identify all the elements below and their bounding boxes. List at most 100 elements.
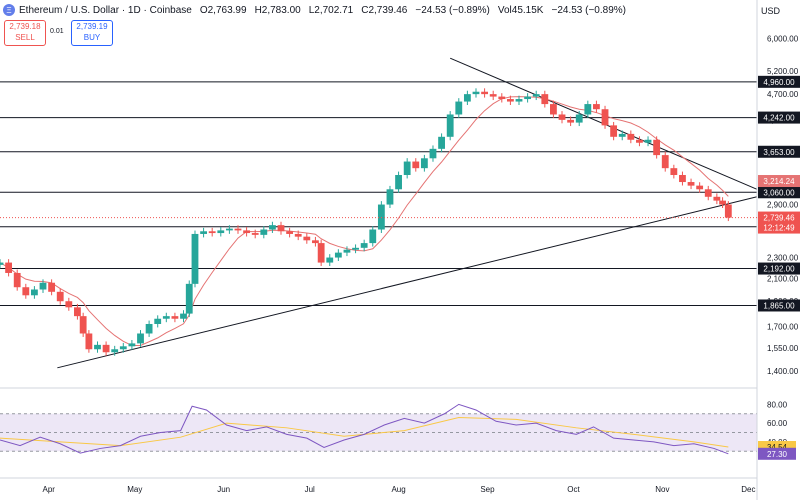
candle-body — [644, 139, 652, 143]
candle-body — [128, 343, 136, 347]
level-label-bg — [758, 186, 800, 199]
candle-body — [386, 189, 394, 205]
time-tick-label: Nov — [655, 485, 669, 494]
sell-label: SELL — [15, 33, 35, 42]
candle-body — [162, 316, 170, 319]
candle-body — [541, 94, 549, 105]
candle-body — [515, 99, 523, 102]
level-label-bg — [758, 111, 800, 124]
candle-body — [154, 318, 162, 324]
candle-body — [145, 323, 153, 334]
candle-body — [294, 233, 302, 237]
candle-body — [713, 196, 721, 201]
candle-body — [74, 307, 81, 317]
rsi-pane — [0, 403, 757, 455]
candle-body — [610, 125, 618, 137]
candle-body — [260, 229, 268, 235]
level-label-bg — [758, 145, 800, 158]
time-tick-label: Sep — [480, 485, 495, 494]
candle-body — [277, 225, 285, 232]
moving-average — [0, 96, 729, 346]
candle-body — [403, 161, 411, 175]
candle-body — [312, 240, 319, 244]
ohlc-close: C2,739.46 — [361, 4, 408, 16]
price-tick-label: 1,550.00 — [767, 344, 799, 353]
time-tick-label: Aug — [391, 485, 405, 494]
price-tick-label: 6,000.00 — [767, 34, 799, 43]
candle-body — [343, 249, 351, 253]
candle-body — [618, 133, 626, 137]
candle-body — [251, 233, 259, 235]
ohlc-high: H2,783.00 — [254, 4, 301, 16]
horizontal-levels — [0, 81, 757, 306]
candle-body — [412, 161, 420, 169]
level-label-bg — [758, 75, 800, 88]
candle-body — [636, 139, 643, 143]
candle-body — [550, 104, 557, 115]
last-price-bg — [758, 211, 800, 234]
candle-body — [234, 228, 242, 231]
candle-body — [481, 91, 489, 95]
level-label: 4,960.00 — [763, 78, 795, 87]
candle-body — [119, 346, 127, 350]
candle-body — [137, 333, 144, 344]
level-label: 3,653.00 — [763, 148, 795, 157]
candle-body — [171, 316, 179, 319]
candle-body — [369, 229, 377, 244]
trendline-ascending — [57, 196, 758, 369]
candle-body — [268, 225, 276, 230]
level-label-bg — [758, 299, 800, 312]
candle-body — [719, 200, 726, 205]
candle-body — [558, 114, 566, 120]
candle-body — [48, 282, 56, 292]
candle-body — [85, 333, 93, 350]
trendlines — [57, 57, 758, 369]
candle-body — [326, 257, 334, 263]
last-price-label: 2,739.46 — [763, 214, 795, 223]
candle-body — [506, 99, 514, 102]
candle-body — [463, 94, 471, 102]
candle-body — [185, 283, 193, 314]
candle-body — [670, 168, 678, 175]
time-tick-label: Dec — [741, 485, 755, 494]
price-tick-label: 2,900.00 — [767, 201, 799, 210]
candle-body — [191, 233, 199, 284]
price-tick-label: 1,400.00 — [767, 367, 799, 376]
candle-body — [420, 158, 428, 169]
time-tick-label: Apr — [43, 485, 56, 494]
candle-body — [429, 148, 437, 159]
candle-body — [567, 119, 575, 123]
ohlc-change: −24.53 (−0.89%) — [415, 4, 490, 16]
candle-body — [317, 243, 325, 263]
candle-body — [661, 155, 669, 169]
symbol-title: Ethereum / U.S. Dollar · 1D · Coinbase — [19, 4, 192, 16]
buy-button[interactable]: 2,739.19 BUY — [71, 20, 113, 46]
candle-body — [303, 236, 311, 241]
candle-body — [39, 282, 47, 290]
time-axis[interactable]: Apr May Jun Jul Aug Sep Oct Nov Dec — [0, 387, 757, 494]
candle-body — [217, 230, 225, 234]
candle-body — [56, 291, 64, 302]
candle-body — [446, 114, 454, 137]
sell-button[interactable]: 2,739.18 SELL — [4, 20, 46, 46]
candle-body — [13, 272, 21, 288]
candle-body — [438, 136, 445, 149]
candle-body — [0, 262, 4, 265]
currency-label[interactable]: USD — [760, 6, 780, 16]
moving-average-line — [0, 96, 729, 346]
candle-body — [111, 349, 119, 353]
price-tick-label: 2,300.00 — [767, 254, 799, 263]
candle-body — [601, 109, 609, 126]
countdown-label: 12:12:49 — [763, 224, 795, 233]
buy-price: 2,739.19 — [76, 22, 108, 31]
rsi-ma-line — [0, 416, 729, 448]
candle-body — [653, 139, 661, 156]
candle-body — [5, 262, 13, 273]
price-axis[interactable]: 6,000.005,200.004,700.004,200.003,700.00… — [756, 0, 799, 500]
rsi-value-label: 34.54 — [767, 443, 788, 452]
candle-body — [593, 104, 600, 110]
candle-body — [360, 243, 368, 248]
candle-body — [575, 114, 583, 123]
candle-body — [498, 96, 506, 100]
